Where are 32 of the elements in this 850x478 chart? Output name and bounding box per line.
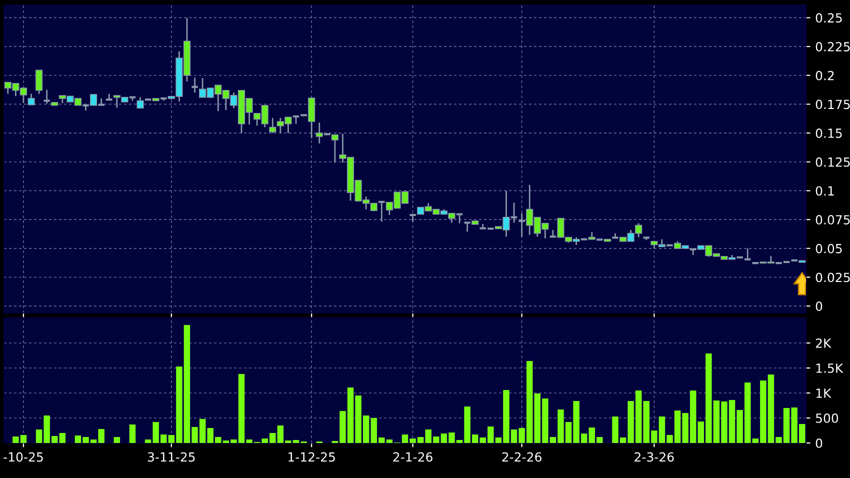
x-tick-label: 2-1-26 <box>393 452 432 462</box>
y-tick-label: 0.2 <box>816 70 834 80</box>
x-tick-label: -10-25 <box>4 452 43 462</box>
bar <box>114 437 120 443</box>
x-tick-label: 2-3-26 <box>634 452 674 462</box>
y-tick-label: 0.25 <box>816 13 842 23</box>
y-tick-label: 0.075 <box>816 215 850 224</box>
candlestick <box>36 69 43 95</box>
y-tick-label: 1.5K <box>816 364 844 373</box>
bar <box>129 424 136 443</box>
y-tick-label: 0.05 <box>816 244 842 254</box>
y-tick-label: 1K <box>816 388 832 398</box>
x-tick-label: 1-12-25 <box>288 452 335 462</box>
y-tick-label: 0.025 <box>816 272 850 282</box>
candlestick <box>42 89 51 104</box>
x-tick-label: 3-11-25 <box>148 452 195 462</box>
candlestick <box>190 76 199 94</box>
y-tick-label: 0 <box>816 438 822 448</box>
bar <box>59 433 66 443</box>
candlestick <box>269 117 276 134</box>
y-tick-label: 0.225 <box>816 42 850 52</box>
y-tick-label: 0 <box>816 302 822 312</box>
y-tick-label: 2K <box>816 338 832 348</box>
x-tick-label: 2-2-26 <box>502 452 542 462</box>
candlestick <box>743 248 752 261</box>
candlestick <box>28 93 35 106</box>
candlestick <box>136 96 144 109</box>
y-tick-label: 0.175 <box>816 100 850 110</box>
y-tick-label: 0.15 <box>816 128 842 138</box>
y-tick-label: 500 <box>816 413 838 423</box>
y-tick-label: 0.1 <box>816 186 834 196</box>
y-tick-label: 0.125 <box>816 157 850 167</box>
